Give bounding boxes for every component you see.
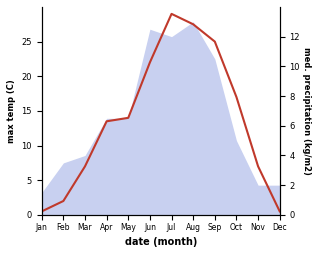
Y-axis label: max temp (C): max temp (C) [7,79,16,143]
X-axis label: date (month): date (month) [125,237,197,247]
Y-axis label: med. precipitation (kg/m2): med. precipitation (kg/m2) [302,47,311,175]
